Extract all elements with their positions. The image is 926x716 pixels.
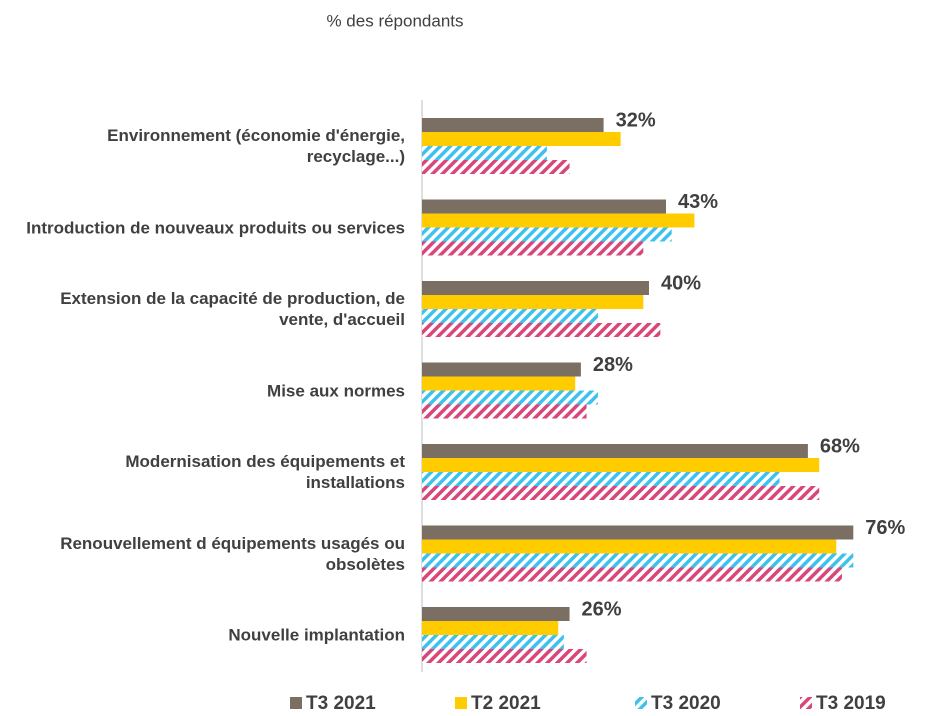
bar xyxy=(422,309,598,323)
category-label: Mise aux normes xyxy=(267,381,405,400)
bar xyxy=(422,635,564,649)
data-label: 43% xyxy=(678,191,718,213)
legend-swatch xyxy=(635,697,647,709)
category-label: Modernisation des équipements et install… xyxy=(125,452,405,492)
bar xyxy=(422,281,649,295)
bar xyxy=(422,621,559,635)
category-label: Introduction de nouveaux produits ou ser… xyxy=(26,218,405,237)
chart-subtitle: % des répondants xyxy=(326,11,463,30)
bar xyxy=(422,132,621,146)
bar xyxy=(422,362,581,377)
bar xyxy=(422,295,644,309)
category-label: Nouvelle implantation xyxy=(228,625,405,645)
bar xyxy=(422,458,820,472)
data-label: 32% xyxy=(616,109,656,131)
legend-swatch xyxy=(455,697,467,709)
bar xyxy=(422,118,604,132)
bar xyxy=(422,323,661,337)
data-label: 28% xyxy=(593,354,633,376)
bar xyxy=(422,390,598,405)
bar xyxy=(422,160,570,174)
bar xyxy=(422,241,644,256)
data-label: 40% xyxy=(661,272,701,294)
bar xyxy=(422,486,820,500)
bar xyxy=(422,649,587,663)
legend-label: T3 2020 xyxy=(651,693,721,714)
legend-label: T2 2021 xyxy=(471,693,541,714)
bar xyxy=(422,553,854,568)
data-label: 76% xyxy=(865,517,905,539)
data-label: 68% xyxy=(820,435,860,457)
bar xyxy=(422,607,570,621)
category-label: Renouvellement d équipements usagés ou o… xyxy=(60,533,405,574)
bar xyxy=(422,404,587,419)
bar xyxy=(422,376,576,391)
bar xyxy=(422,539,837,554)
bar xyxy=(422,199,667,214)
bar xyxy=(422,213,695,228)
legend-label: T3 2021 xyxy=(306,693,376,714)
bar xyxy=(422,227,672,242)
bar xyxy=(422,146,547,160)
bar xyxy=(422,525,854,540)
legend-swatch xyxy=(800,697,812,709)
bar xyxy=(422,444,808,458)
bar xyxy=(422,472,780,486)
legend-label: T3 2019 xyxy=(816,693,886,714)
category-label: Environnement (économie d'énergie, recyc… xyxy=(107,126,405,166)
bar xyxy=(422,567,842,582)
data-label: 26% xyxy=(582,598,622,620)
legend-swatch xyxy=(290,697,302,709)
category-label: Extension de la capacité de production, … xyxy=(60,289,405,329)
